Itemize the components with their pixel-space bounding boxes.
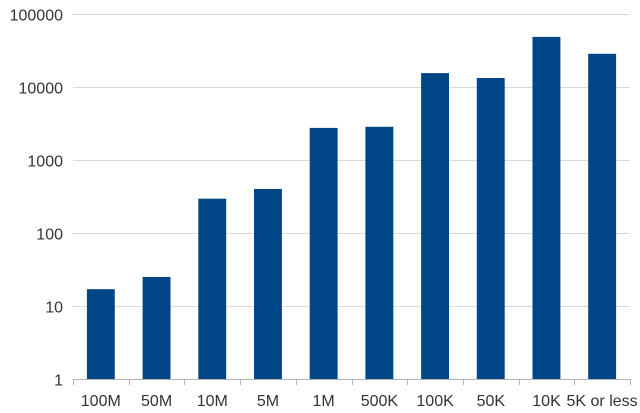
bar: [365, 126, 394, 379]
bar: [254, 189, 282, 379]
y-tick-label: 10: [45, 300, 63, 317]
x-tick-label: 50M: [141, 393, 172, 410]
bar: [476, 78, 505, 379]
x-tick-label: 50K: [477, 393, 506, 410]
y-axis-ticks: 1 10 100 1000 10000 100000: [10, 8, 63, 390]
y-tick-label: 10000: [19, 81, 64, 98]
bar: [309, 127, 338, 380]
x-axis-ticks: 100M 50M 10M 5M 1M 500K 100K 50K 10K 5K or less: [81, 393, 638, 410]
x-tick-label: 5M: [257, 393, 279, 410]
x-tick-label: 500K: [361, 393, 399, 410]
y-tick-label: 100000: [10, 8, 63, 25]
bar: [532, 36, 561, 380]
axes: [73, 379, 631, 385]
bar: [142, 277, 171, 379]
x-tick-label: 10K: [532, 393, 561, 410]
bar-series: [86, 36, 617, 380]
bar: [421, 73, 449, 379]
y-tick-label: 1000: [27, 154, 63, 171]
x-tick-label: 10M: [197, 393, 228, 410]
y-tick-label: 100: [36, 227, 63, 244]
x-tick-label: 5K or less: [567, 393, 638, 410]
bar: [86, 289, 115, 379]
x-tick-label: 100M: [81, 393, 121, 410]
y-tick-label: 1: [54, 373, 63, 390]
x-tick-label: 1M: [312, 393, 334, 410]
x-tick-label: 100K: [416, 393, 454, 410]
bar: [198, 198, 227, 379]
bar: [588, 53, 617, 380]
